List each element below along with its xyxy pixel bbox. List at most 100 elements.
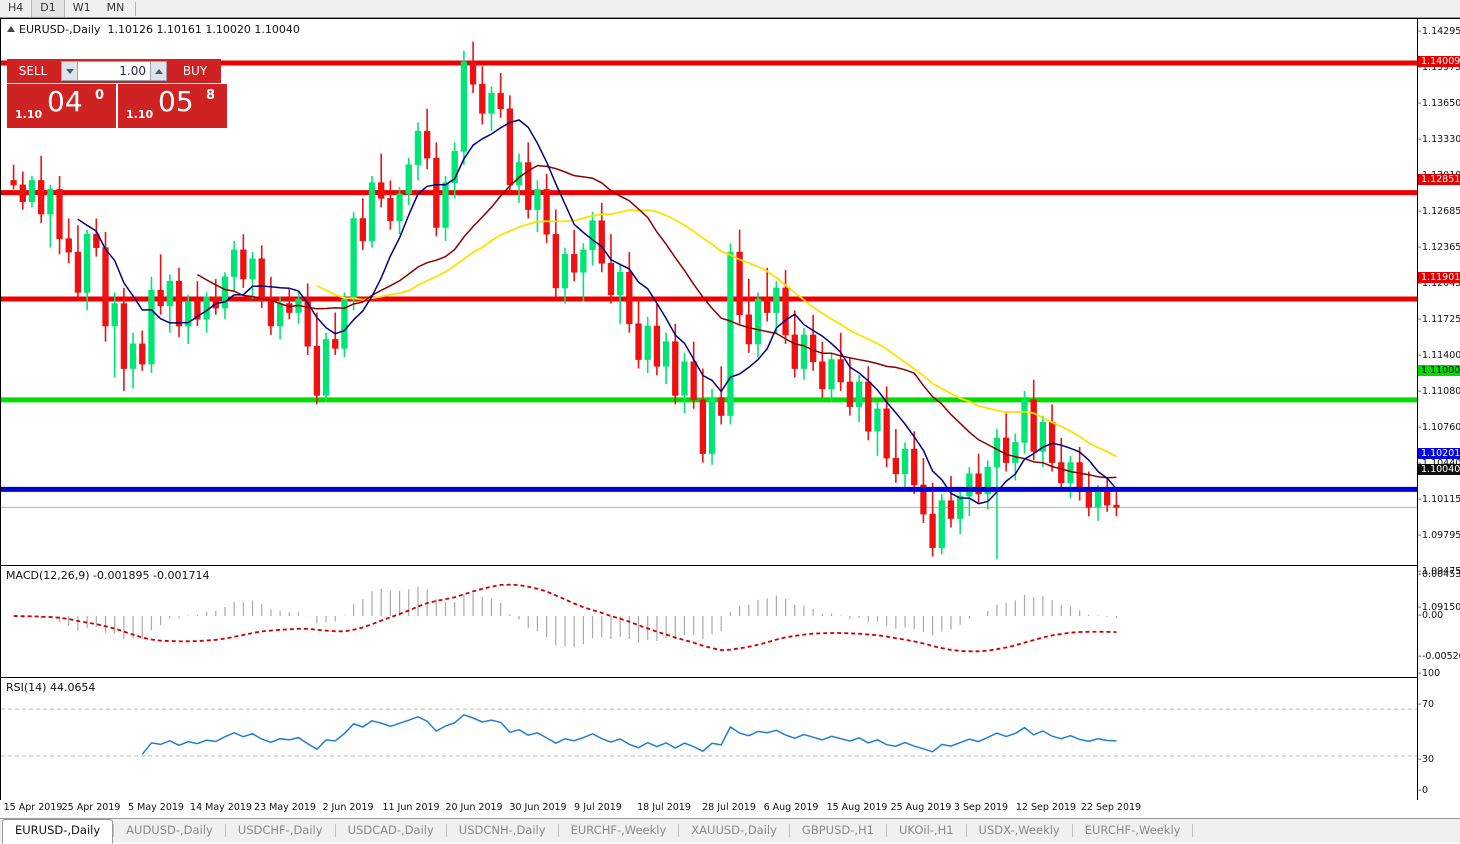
chart-tab-eurchfweekly[interactable]: EURCHF-,Weekly — [570, 823, 667, 837]
buy-price-prefix: 1.10 — [126, 108, 154, 121]
rsi-caption: RSI(14) 44.0654 — [6, 681, 96, 694]
price-scale[interactable]: -1.14295-1.13975-1.13650-1.13330-1.13010… — [1417, 19, 1460, 817]
price-scale-tick: -1.09150 — [1418, 602, 1460, 613]
tab-divider — [1192, 824, 1194, 837]
macd-pane[interactable]: MACD(12,26,9) -0.001895 -0.001714 — [1, 565, 1417, 676]
price-scale-tick: -0 — [1418, 785, 1429, 796]
date-axis-label: 6 Aug 2019 — [763, 802, 819, 813]
chart-tab-usdcaddaily[interactable]: USDCAD-,Daily — [347, 823, 434, 837]
rsi-pane[interactable]: RSI(14) 44.0654 — [1, 677, 1417, 800]
tab-divider — [886, 824, 887, 837]
chart-tab-ukoilh1[interactable]: UKOil-,H1 — [899, 823, 954, 837]
volume-decrement-button[interactable] — [61, 61, 78, 81]
chart-tab-usdchfdaily[interactable]: USDCHF-,Daily — [237, 823, 323, 837]
triangle-up-icon[interactable] — [7, 26, 15, 32]
chart-tab-xauusddaily[interactable]: XAUUSD-,Daily — [691, 823, 777, 837]
chart-tab-audusddaily[interactable]: AUDUSD-,Daily — [126, 823, 213, 837]
date-axis-label: 28 Jul 2019 — [702, 802, 756, 813]
chart-tab-usdcnhdaily[interactable]: USDCNH-,Daily — [458, 823, 546, 837]
volume-input[interactable]: 1.00 — [78, 61, 150, 81]
price-level-tag[interactable]: 1.11901 — [1418, 272, 1460, 283]
chart-symbol-label: EURUSD-,Daily — [19, 23, 101, 36]
chart-symbol-header: EURUSD-,Daily 1.10126 1.10161 1.10020 1.… — [7, 23, 300, 36]
date-axis-label: 3 Sep 2019 — [953, 802, 1009, 813]
price-scale-tick: -1.13330 — [1418, 134, 1460, 145]
date-axis-label: 15 Aug 2019 — [826, 802, 888, 813]
date-axis-label: 2 Jun 2019 — [322, 802, 374, 813]
chevron-down-icon — [65, 68, 74, 74]
tab-divider — [1071, 824, 1073, 837]
price-scale-tick: -1.09795 — [1418, 530, 1460, 541]
timeframe-w1[interactable]: W1 — [72, 1, 91, 14]
buy-price-main: 05 — [158, 85, 194, 118]
date-axis-label: 23 May 2019 — [254, 802, 316, 813]
tab-divider — [557, 824, 559, 837]
chart-tab-bar: EURUSD-,Daily AUDUSD-,Daily USDCHF-,Daily U… — [0, 818, 1460, 844]
chevron-up-icon — [154, 68, 163, 74]
chart-tab-eurusddaily[interactable]: EURUSD-,Daily — [2, 819, 114, 844]
timeframe-d1[interactable]: D1 — [31, 0, 65, 17]
price-scale-tick: -1.11080 — [1418, 386, 1460, 397]
macd-caption: MACD(12,26,9) -0.001895 -0.001714 — [6, 569, 210, 582]
price-scale-tick: -0.004536 — [1418, 569, 1460, 580]
price-scale-tick: -1.12685 — [1418, 206, 1460, 217]
price-scale-tick: -1.10440 — [1418, 458, 1460, 469]
timeframe-mn[interactable]: MN — [106, 1, 125, 14]
price-level-tag[interactable]: 1.14009 — [1418, 56, 1460, 67]
volume-increment-button[interactable] — [150, 61, 167, 81]
chart-tab-eurchfweekly[interactable]: EURCHF-,Weekly — [1084, 823, 1181, 837]
timeframe-h4[interactable]: H4 — [8, 1, 24, 14]
sell-button[interactable]: SELL — [7, 59, 59, 83]
price-level-tag[interactable]: 1.12851 — [1418, 174, 1460, 185]
buy-price-box[interactable]: 1.10 05 8 — [118, 84, 227, 128]
tab-divider — [445, 824, 447, 837]
date-axis: 15 Apr 2019 25 Apr 2019 5 May 2019 14 May 2… — [0, 800, 1460, 818]
sell-price-main: 04 — [47, 85, 83, 118]
volume-stepper: 1.00 — [59, 59, 169, 83]
price-level-tag[interactable]: 1.10040 — [1418, 464, 1460, 475]
price-scale-tick: -1.12365 — [1418, 242, 1460, 253]
date-axis-label: 11 Jun 2019 — [382, 802, 440, 813]
price-scale-tick: -1.12045 — [1418, 278, 1460, 289]
rsi-plot — [1, 708, 1417, 757]
price-scale-tick: -70 — [1418, 699, 1435, 710]
price-scale-tick: -1.10115 — [1418, 494, 1460, 505]
price-scale-tick: -1.10760 — [1418, 422, 1460, 433]
date-axis-label: 20 Jun 2019 — [445, 802, 503, 813]
tab-divider — [334, 824, 336, 837]
price-scale-tick: -1.13975 — [1418, 62, 1460, 73]
date-axis-label: 9 Jul 2019 — [574, 802, 622, 813]
date-axis-label: 12 Sep 2019 — [1015, 802, 1077, 813]
date-axis-label: 15 Apr 2019 — [3, 802, 63, 813]
price-scale-tick: --0.005205 — [1418, 651, 1460, 662]
buy-button[interactable]: BUY — [169, 59, 221, 83]
one-click-trading-panel: SELL 1.00 BUY 1.10 04 0 1.10 05 8 — [7, 59, 227, 128]
macd-plot — [13, 583, 1118, 653]
chart-ohlc-values: 1.10126 1.10161 1.10020 1.10040 — [107, 23, 300, 36]
price-level-tag[interactable]: 1.10201 — [1418, 448, 1460, 459]
buy-price-fraction: 8 — [205, 88, 215, 103]
timeframe-toolbar: H4 D1 W1 MN — [0, 0, 1460, 18]
date-axis-label: 5 May 2019 — [128, 802, 184, 813]
toolbar-divider — [135, 1, 137, 16]
chart-tab-gbpusdh1[interactable]: GBPUSD-,H1 — [801, 823, 874, 837]
price-scale-tick: -0.00 — [1418, 610, 1444, 621]
price-level-tag[interactable]: 1.11000 — [1418, 365, 1460, 376]
date-axis-label: 30 Jun 2019 — [509, 802, 567, 813]
chart-tab-usdxweekly[interactable]: USDX-,Weekly — [978, 823, 1060, 837]
price-scale-tick: -1.14295 — [1418, 26, 1460, 37]
tab-divider — [224, 824, 226, 837]
chart-frame: EURUSD-,Daily 1.10126 1.10161 1.10020 1.… — [0, 18, 1460, 818]
tab-divider — [788, 824, 790, 837]
sell-price-box[interactable]: 1.10 04 0 — [7, 84, 116, 128]
price-scale-tick: -1.11725 — [1418, 314, 1460, 325]
price-scale-tick: -1.13650 — [1418, 98, 1460, 109]
price-pane[interactable] — [1, 19, 1417, 559]
tab-divider — [113, 824, 115, 837]
sell-price-prefix: 1.10 — [15, 108, 43, 121]
sell-price-fraction: 0 — [94, 88, 104, 103]
price-scale-tick: -100 — [1418, 668, 1441, 679]
date-axis-label: 18 Jul 2019 — [637, 802, 691, 813]
date-axis-label: 22 Sep 2019 — [1080, 802, 1142, 813]
